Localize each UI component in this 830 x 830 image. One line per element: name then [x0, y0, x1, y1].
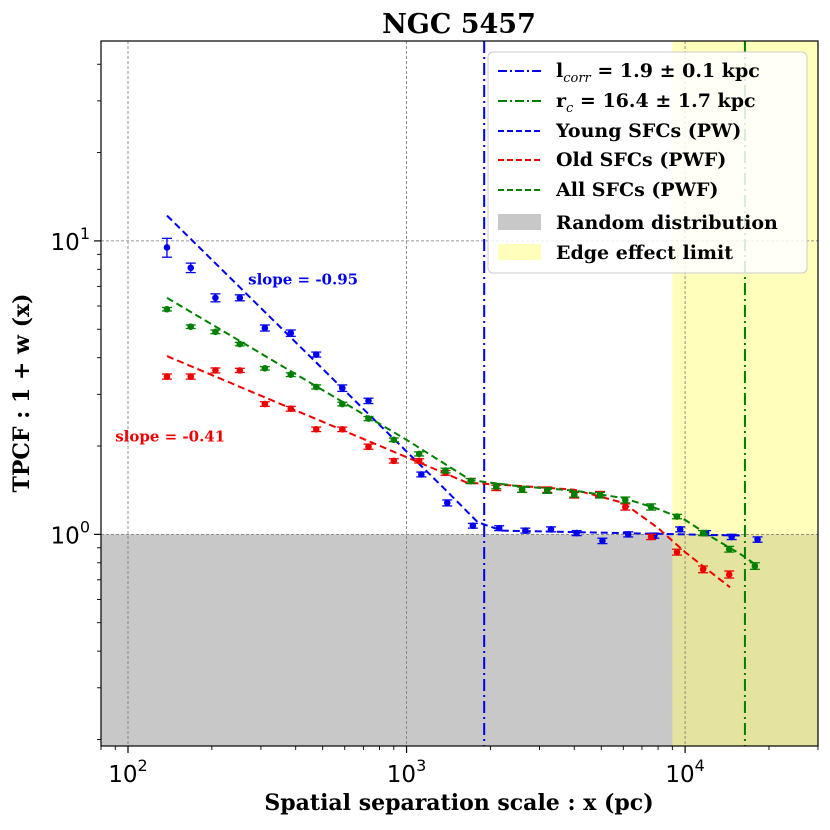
old-data-point — [337, 426, 348, 433]
young-data-point — [520, 527, 531, 534]
old-data-point — [285, 405, 296, 413]
old-data-point — [646, 533, 657, 541]
old-data-point — [363, 443, 374, 450]
all-data-point — [161, 305, 172, 313]
all-data-point — [440, 467, 451, 474]
young-data-point — [210, 293, 221, 303]
old-data-point — [234, 367, 245, 374]
all-data-point — [234, 340, 245, 348]
y-axis-label: TPCF : 1 + w (x) — [9, 293, 35, 492]
young-data-point — [259, 324, 270, 332]
young-fit-line — [166, 214, 743, 537]
young-data-point — [545, 526, 556, 533]
x-tick-label: 104 — [665, 756, 704, 788]
young-data-point — [597, 537, 608, 545]
all-data-point — [698, 529, 709, 537]
young-slope-annotation: slope = -0.95 — [248, 271, 358, 289]
all-data-point — [337, 400, 348, 408]
old-data-point — [259, 400, 270, 408]
all-data-point — [646, 503, 657, 511]
legend-random-swatch — [498, 214, 541, 230]
young-data-point — [752, 536, 763, 543]
x-tick-label: 103 — [387, 756, 426, 788]
all-data-point — [465, 477, 476, 485]
legend-random-label: Random distribution — [556, 212, 778, 234]
legend-all-label: All SFCs (PWF) — [555, 179, 719, 201]
all-fit-line — [166, 296, 759, 567]
legend-young-label: Young SFCs (PW) — [555, 120, 741, 142]
all-data-point — [671, 513, 682, 520]
young-data-point — [363, 397, 374, 405]
young-data-point — [571, 529, 582, 537]
legend-rc-label: rc = 16.4 ± 1.7 kpc — [556, 90, 756, 116]
all-data-point — [620, 496, 631, 504]
x-tick-label: 102 — [108, 756, 147, 788]
young-data-point — [161, 237, 172, 258]
old-data-point — [671, 548, 682, 556]
all-data-point — [491, 482, 502, 490]
all-data-point — [388, 436, 399, 444]
axis-ticks — [94, 63, 819, 753]
old-data-point — [620, 503, 631, 511]
legend-old-label: Old SFCs (PWF) — [556, 149, 726, 171]
old-data-point — [698, 565, 709, 574]
legend: lcorr = 1.9 ± 0.1 kpc rc = 16.4 ± 1.7 kp… — [487, 51, 808, 274]
young-data-point — [494, 524, 505, 532]
young-data-point — [675, 526, 686, 533]
all-data-point — [285, 371, 296, 378]
young-data-point — [285, 329, 296, 337]
all-data-point — [517, 486, 528, 494]
y-tick-label: 101 — [51, 224, 90, 256]
all-data-point — [185, 323, 196, 331]
legend-edge-swatch — [498, 244, 541, 260]
young-data-point — [623, 531, 634, 538]
all-data-point — [595, 491, 606, 499]
all-data-point — [414, 450, 425, 458]
all-data-point — [542, 487, 553, 494]
legend-edge-label: Edge effect limit — [556, 242, 733, 264]
all-data-point — [569, 490, 580, 498]
old-data-point — [161, 373, 172, 380]
young-data-point — [467, 522, 478, 530]
legend-lcorr-label: lcorr = 1.9 ± 0.1 kpc — [556, 60, 760, 86]
old-slope-annotation: slope = -0.41 — [115, 428, 225, 446]
old-data-point — [388, 457, 399, 465]
old-data-point — [414, 457, 425, 465]
young-data-point — [337, 384, 348, 393]
young-data-point — [185, 262, 196, 274]
all-data-point — [311, 383, 322, 391]
chart-title: NGC 5457 — [382, 9, 536, 40]
all-data-point — [749, 562, 760, 570]
plot-frame — [100, 40, 819, 747]
old-data-point — [724, 570, 735, 579]
young-data-point — [311, 351, 322, 358]
all-data-point — [363, 415, 374, 422]
all-data-point — [259, 365, 270, 372]
x-axis-label: Spatial separation scale : x (pc) — [264, 790, 653, 816]
young-sfcs-series — [161, 214, 763, 545]
young-data-point — [234, 294, 245, 302]
old-data-point — [311, 426, 322, 433]
old-fit-line — [166, 355, 731, 589]
young-data-point — [726, 533, 737, 541]
y-tick-label: 100 — [51, 517, 90, 549]
all-data-point — [724, 545, 735, 553]
old-data-point — [210, 367, 221, 374]
old-data-point — [185, 373, 196, 380]
all-sfcs-series — [161, 296, 760, 570]
all-data-point — [210, 328, 221, 336]
young-data-point — [416, 471, 427, 478]
young-data-point — [442, 499, 453, 507]
